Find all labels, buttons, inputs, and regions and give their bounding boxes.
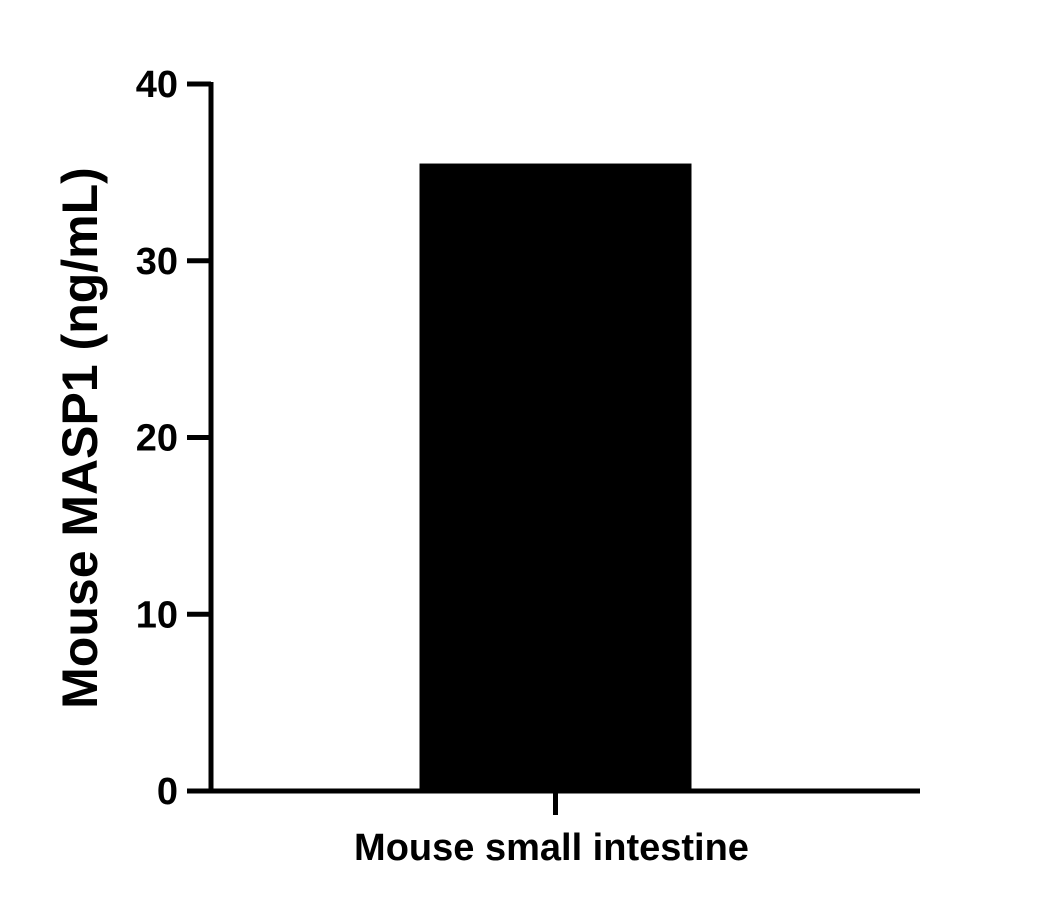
- bar: [419, 163, 692, 792]
- bars-layer: [419, 163, 692, 792]
- x-axis: Mouse small intestine: [208, 788, 920, 869]
- y-tick-label: 40: [136, 64, 178, 106]
- y-tick-label: 10: [136, 594, 178, 636]
- y-tick-label: 20: [136, 418, 178, 460]
- y-tick-label: 30: [136, 241, 178, 283]
- y-axis: 0 10 20 30 40: [136, 64, 214, 813]
- x-tick-label: Mouse small intestine: [354, 827, 749, 869]
- y-tick-label: 0: [157, 771, 178, 813]
- y-axis-title: Mouse MASP1 (ng/mL): [52, 167, 108, 709]
